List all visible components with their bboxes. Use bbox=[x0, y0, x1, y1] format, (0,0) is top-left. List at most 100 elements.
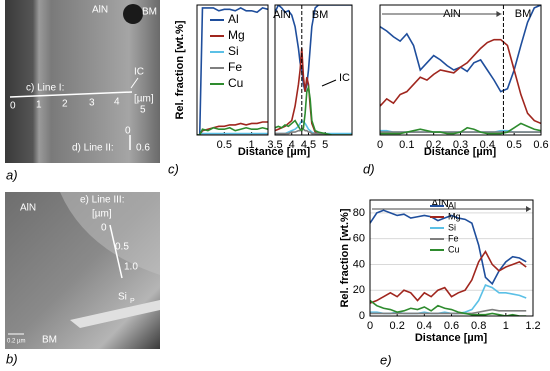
precipitate-band bbox=[70, 300, 160, 328]
scan-line bbox=[109, 224, 123, 279]
x-tick-label: 1.2 bbox=[525, 320, 540, 332]
label: [µm] bbox=[134, 94, 154, 105]
legend-label: Si bbox=[228, 44, 239, 58]
tick: 0 bbox=[125, 126, 131, 137]
y-tick-label: 0 bbox=[359, 310, 365, 322]
arrow-head bbox=[526, 206, 531, 212]
tick: 0.6 bbox=[136, 143, 150, 154]
x-tick-label: 0.6 bbox=[533, 139, 548, 151]
legend-label: Fe bbox=[228, 60, 242, 74]
label: P bbox=[130, 298, 135, 305]
micrograph-a bbox=[5, 0, 160, 163]
tick: 0.5 bbox=[115, 242, 129, 253]
tick: 2 bbox=[62, 99, 68, 110]
x-tick-label: 0.4 bbox=[417, 320, 432, 332]
tick: 4 bbox=[114, 97, 120, 108]
label: [µm] bbox=[92, 209, 112, 220]
legend-label: Mg bbox=[448, 211, 461, 221]
arrow bbox=[130, 77, 139, 89]
panel-label: d) bbox=[363, 161, 375, 176]
data-line bbox=[380, 38, 541, 125]
panel-label: e) bbox=[380, 352, 392, 367]
region-label: BM bbox=[312, 9, 329, 21]
y-tick-label: 80 bbox=[353, 207, 365, 219]
region-label: AlN bbox=[273, 9, 291, 21]
label: c) Line I: bbox=[26, 83, 64, 94]
tick: 1.0 bbox=[124, 262, 138, 273]
data-line bbox=[197, 132, 268, 135]
x-axis-label: Distance [µm] bbox=[424, 146, 497, 158]
label: BM bbox=[142, 7, 157, 18]
legend-label: Fe bbox=[448, 233, 459, 243]
x-tick-label: 0.5 bbox=[217, 139, 232, 151]
label: BM bbox=[42, 335, 57, 346]
callout-arrow bbox=[321, 79, 337, 87]
y-axis-label: Rel. fraction [wt.%] bbox=[339, 208, 351, 307]
x-tick-label: 0.6 bbox=[444, 320, 459, 332]
legend-label: Cu bbox=[228, 76, 243, 90]
dark-grain bbox=[123, 4, 143, 24]
y-tick-label: 40 bbox=[353, 258, 365, 270]
legend-label: Cu bbox=[448, 244, 460, 254]
x-tick-label: 1 bbox=[503, 320, 509, 332]
tick: 0 bbox=[10, 101, 16, 112]
x-tick-label: 0.3 bbox=[453, 139, 468, 151]
x-axis-label: Distance [µm] bbox=[415, 332, 488, 344]
plot-frame bbox=[196, 4, 269, 136]
x-tick-label: 0.5 bbox=[507, 139, 522, 151]
tick: 1 bbox=[36, 100, 42, 111]
scan-line bbox=[9, 91, 133, 98]
callout: IC bbox=[339, 72, 350, 84]
x-axis-label: Distance [µm] bbox=[238, 146, 311, 158]
x-tick-label: 0.2 bbox=[390, 320, 405, 332]
data-line bbox=[275, 48, 352, 135]
x-tick-label: 4 bbox=[289, 139, 295, 151]
label: d) Line II: bbox=[72, 143, 114, 154]
label: IC bbox=[134, 67, 144, 78]
label: 0.2 µm bbox=[7, 339, 25, 345]
legend-label: Al bbox=[448, 200, 456, 210]
label: AlN bbox=[92, 5, 108, 16]
panel-label: a) bbox=[6, 167, 18, 182]
data-line bbox=[197, 126, 268, 135]
x-tick-label: 0.8 bbox=[471, 320, 486, 332]
x-tick-label: 3.5 bbox=[267, 139, 282, 151]
y-tick-label: 20 bbox=[353, 284, 365, 296]
plot-frame bbox=[379, 4, 542, 136]
x-tick-label: 0 bbox=[367, 320, 373, 332]
arrow-head bbox=[496, 11, 502, 17]
data-line bbox=[275, 128, 352, 135]
y-axis-label: Rel. fraction [wt.%] bbox=[174, 20, 186, 119]
panel-label: b) bbox=[6, 351, 18, 366]
region-label: AlN bbox=[431, 198, 449, 210]
label: Si bbox=[118, 292, 127, 303]
plot-frame bbox=[274, 4, 353, 136]
y-tick-label: 60 bbox=[353, 233, 365, 245]
data-line bbox=[380, 122, 541, 135]
data-line bbox=[197, 6, 268, 135]
data-line bbox=[275, 84, 352, 135]
region bbox=[60, 192, 160, 275]
x-tick-label: 4.5 bbox=[301, 139, 316, 151]
x-tick-label: 0 bbox=[377, 139, 383, 151]
x-tick-label: 5 bbox=[322, 139, 328, 151]
panel-label: c) bbox=[168, 161, 179, 176]
legend-label: Si bbox=[448, 222, 456, 232]
data-line bbox=[370, 249, 527, 304]
legend-label: Al bbox=[228, 12, 239, 26]
label: AlN bbox=[20, 203, 36, 214]
tick: 3 bbox=[89, 98, 95, 109]
x-tick-label: 0.2 bbox=[426, 139, 441, 151]
region-label: BM bbox=[515, 8, 532, 20]
legend-label: Mg bbox=[228, 28, 245, 42]
x-tick-label: 0.1 bbox=[399, 139, 414, 151]
x-tick-label: 0.4 bbox=[480, 139, 495, 151]
x-tick-label: 1 bbox=[249, 139, 255, 151]
label: e) Line III: bbox=[80, 195, 124, 206]
data-line bbox=[370, 308, 527, 315]
tick: 0 bbox=[101, 223, 107, 234]
data-line bbox=[370, 299, 527, 316]
plot-frame bbox=[369, 199, 534, 317]
